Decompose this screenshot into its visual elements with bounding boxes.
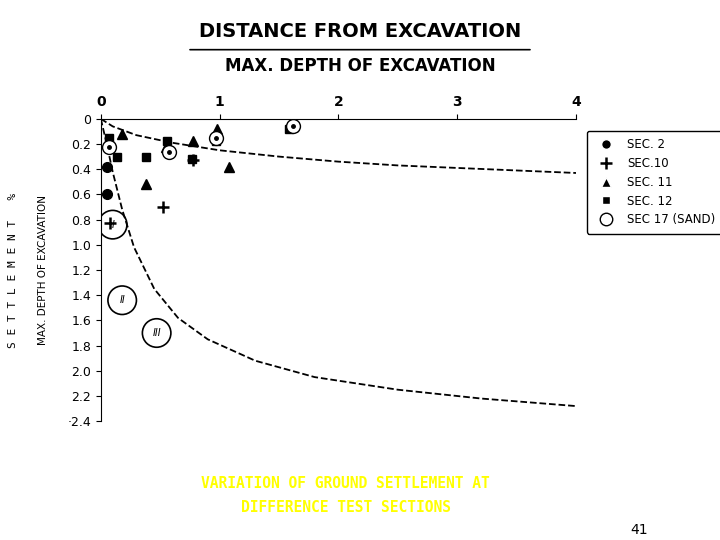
Legend: SEC. 2, SEC.10, SEC. 11, SEC. 12, SEC 17 (SAND): SEC. 2, SEC.10, SEC. 11, SEC. 12, SEC 17… (587, 131, 720, 233)
Text: III: III (153, 328, 161, 338)
Text: S E T T L E M E N T   %: S E T T L E M E N T % (8, 192, 18, 348)
Text: 41: 41 (631, 523, 648, 537)
Text: I: I (112, 220, 114, 229)
Text: II: II (120, 295, 125, 305)
Text: MAX. DEPTH OF EXCAVATION: MAX. DEPTH OF EXCAVATION (225, 57, 495, 75)
Text: MAX. DEPTH OF EXCAVATION: MAX. DEPTH OF EXCAVATION (38, 195, 48, 345)
Text: DISTANCE FROM EXCAVATION: DISTANCE FROM EXCAVATION (199, 22, 521, 40)
Text: VARIATION OF GROUND SETTLEMENT AT
DIFFERENCE TEST SECTIONS: VARIATION OF GROUND SETTLEMENT AT DIFFER… (201, 476, 490, 515)
